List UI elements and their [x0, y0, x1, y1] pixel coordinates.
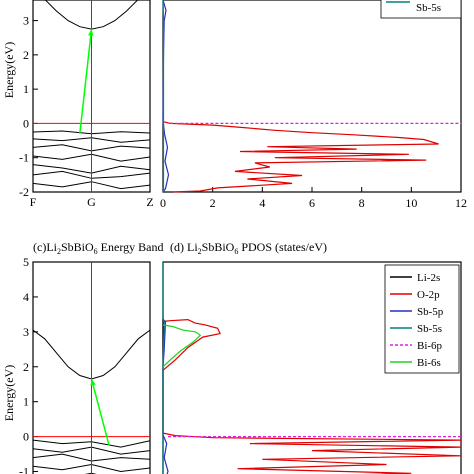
y-tick-label: 2: [23, 360, 29, 374]
x-tick-label: Z: [146, 195, 153, 209]
pdos-series-o-2p: [162, 121, 439, 193]
band-bottom-title: (c)Li2SbBiO6 Energy Band: [33, 240, 163, 256]
pdos-top-legend-box: [380, 0, 462, 19]
pdos-bottom-legend: Li-2s O-2p Sb-5p Sb-5s Bi-6p Bi-6s: [384, 264, 460, 374]
x-tick-label: 6: [309, 196, 315, 210]
legend-box: [384, 264, 460, 374]
legend-label: Sb-5p: [417, 306, 444, 318]
y-tick-label: 3: [23, 14, 29, 28]
x-tick-label: 10: [405, 196, 417, 210]
y-tick-label: 4: [23, 290, 29, 304]
band-bottom-ylabel: Energy(eV): [2, 365, 16, 421]
pdos-top-series: [162, 0, 461, 193]
band-bottom-reference-lines: [33, 262, 150, 474]
legend-label: Li-2s: [417, 272, 440, 284]
pdos-bottom-panel: Li-2s O-2p Sb-5p Sb-5s Bi-6p Bi-6s: [162, 261, 462, 474]
x-tick-label: G: [87, 195, 96, 209]
pdos-top-legend-label-sb5s: Sb-5s: [416, 2, 441, 14]
y-tick-label: 5: [23, 255, 29, 269]
transition-arrow: [79, 29, 93, 134]
x-tick-label: 8: [359, 196, 365, 210]
pdos-top-x-ticks: 0 2 4 6 8 10 12: [160, 187, 467, 210]
transition-arrow: [90, 378, 110, 446]
x-tick-label: 2: [210, 196, 216, 210]
y-tick-label: -2: [19, 185, 29, 199]
legend-label: Bi-6p: [417, 340, 443, 352]
y-tick-label: 1: [23, 395, 29, 409]
x-tick-label: 12: [455, 196, 467, 210]
band-top-y-ticks: -2 -1 0 1 2 3: [19, 14, 38, 199]
y-tick-label: 1: [23, 82, 29, 96]
band-bottom-y-ticks: -1 0 1 2 3 4 5: [19, 255, 38, 474]
band-top-ylabel: Energy(eV): [2, 42, 16, 98]
y-tick-label: -1: [19, 465, 29, 474]
pdos-top-panel: 0 2 4 6 8 10 12 Sb-5s: [160, 0, 467, 210]
y-tick-label: 3: [23, 325, 29, 339]
y-tick-label: -1: [19, 151, 29, 165]
legend-label: Bi-6s: [417, 357, 441, 369]
x-tick-label: 0: [160, 196, 166, 210]
band-top-reference-lines: [33, 0, 150, 192]
pdos-top-legend: Sb-5s: [380, 0, 462, 19]
y-tick-label: 0: [23, 116, 29, 130]
pdos-top-plot-frame: [162, 0, 462, 193]
band-bottom-panel: Energy(eV) -1 0 1 2 3 4 5: [2, 255, 151, 474]
pdos-series-sb-5p: [162, 0, 170, 193]
band-top-panel: Energy(eV) -2 -1 0 1 2 3 F G Z: [2, 0, 154, 209]
legend-label: Sb-5s: [417, 323, 442, 335]
pdos-series-bi-6s: [162, 324, 202, 368]
x-tick-label: F: [30, 195, 37, 209]
transition-arrowhead: [88, 29, 94, 36]
pdos-bottom-title: (d) Li2SbBiO6 PDOS (states/eV): [170, 240, 327, 256]
y-tick-label: 0: [23, 430, 29, 444]
pdos-series-sb-5s: [162, 0, 165, 192]
x-tick-label: 4: [259, 196, 265, 210]
pdos-series-o-2p: [162, 318, 462, 474]
pdos-series-sb-5s: [162, 262, 165, 474]
legend-label: O-2p: [417, 289, 440, 301]
transition-arrowhead: [90, 378, 96, 386]
y-tick-label: 2: [23, 48, 29, 62]
pdos-bottom-series: [162, 262, 462, 474]
